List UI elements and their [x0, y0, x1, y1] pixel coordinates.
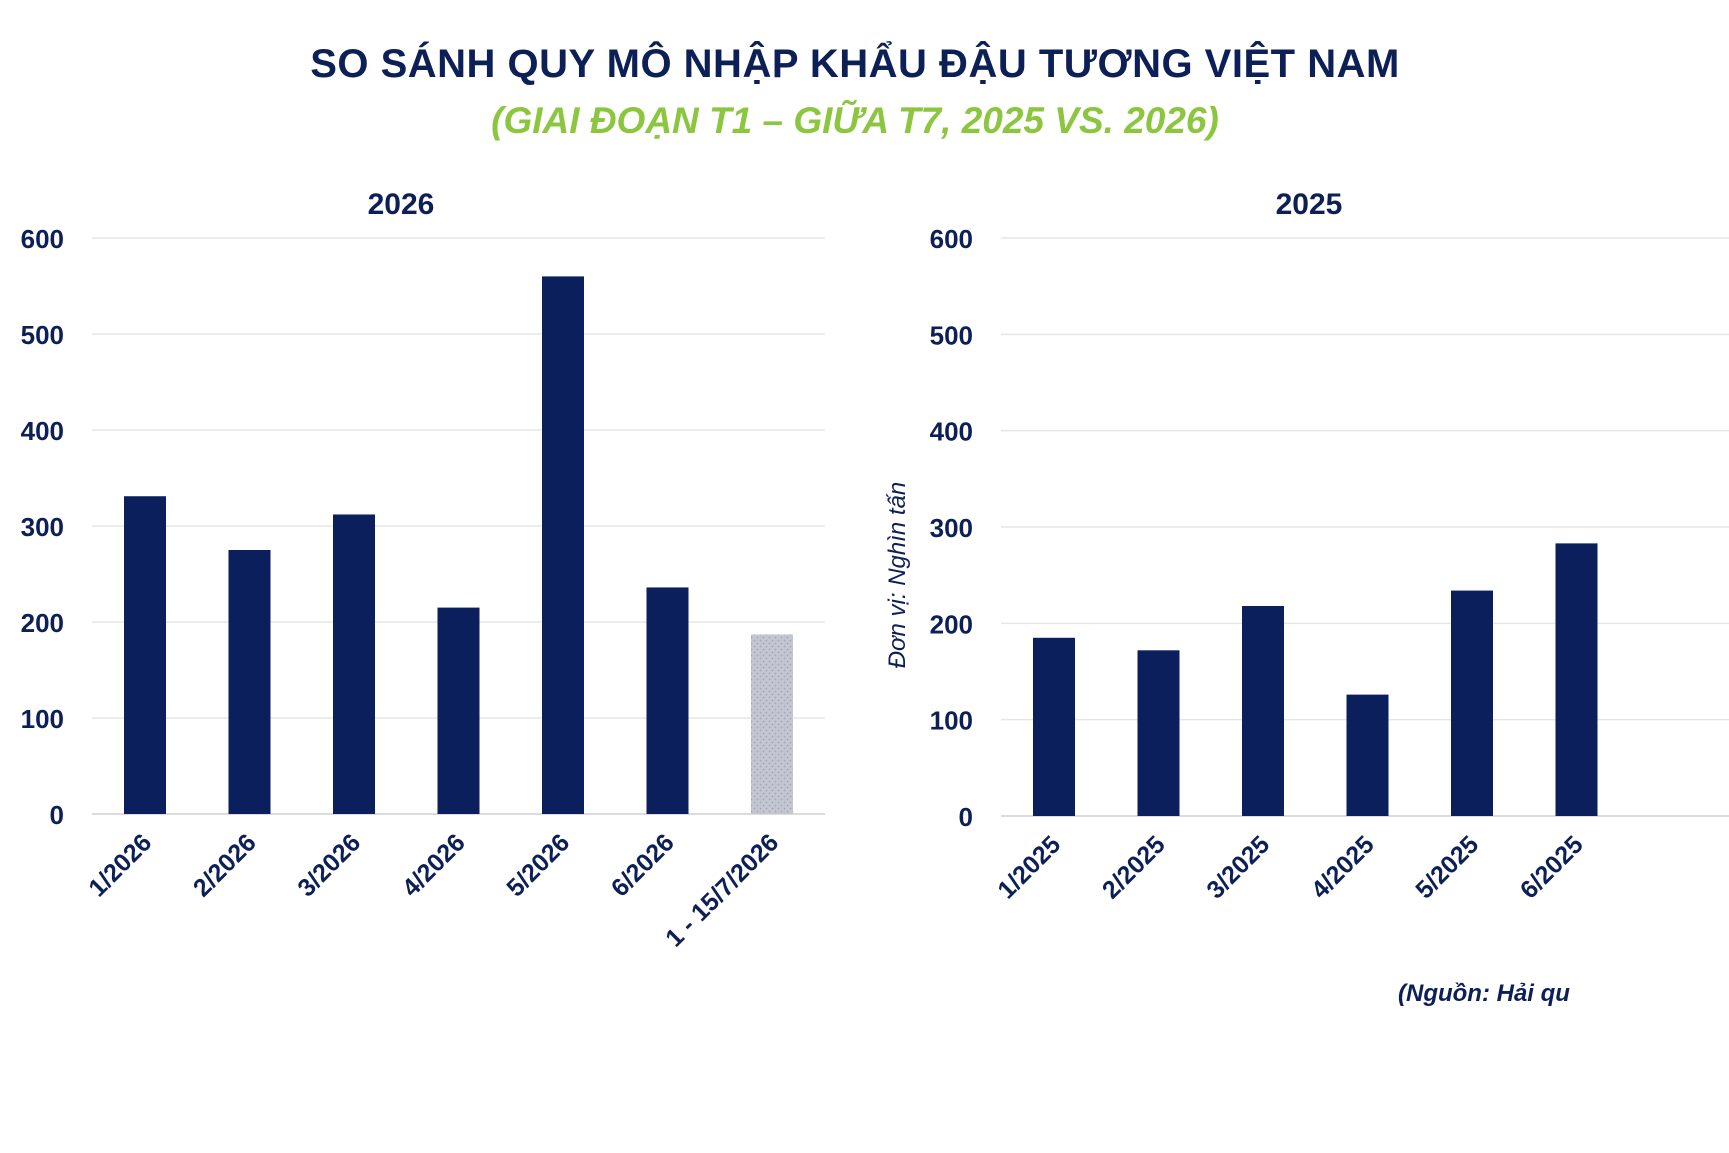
y-tick-label: 100: [21, 704, 64, 734]
x-tick-label: 6/2026: [606, 828, 680, 902]
bar: [751, 634, 793, 814]
chart-title: 2025: [1276, 188, 1343, 221]
y-tick-label: 300: [21, 512, 64, 542]
x-tick-label: 1/2026: [83, 828, 157, 902]
bar: [1033, 637, 1075, 816]
y-tick-label: 500: [21, 320, 64, 350]
x-tick-label: 4/2025: [1306, 830, 1380, 904]
y-axis-label: Đơn vị: Nghìn tấn: [884, 482, 911, 669]
y-tick-label: 200: [930, 609, 973, 639]
y-tick-label: 300: [930, 513, 973, 543]
y-tick-label: 0: [50, 800, 64, 830]
y-tick-label: 600: [21, 224, 64, 254]
x-tick-label: 6/2025: [1515, 830, 1589, 904]
y-tick-label: 400: [21, 416, 64, 446]
bar: [1242, 605, 1284, 816]
y-tick-label: 600: [930, 224, 973, 254]
y-tick-label: 100: [930, 706, 973, 736]
bar: [1346, 694, 1389, 816]
chart-main-title: SO SÁNH QUY MÔ NHẬP KHẨU ĐẬU TƯƠNG VIỆT …: [310, 42, 1400, 86]
x-tick-label: 5/2025: [1410, 830, 1484, 904]
chart-2026: 2026 0 100 200 300 400 500 600 1/2026 2/2026 3/202…: [21, 188, 825, 952]
bar: [437, 607, 480, 814]
y-tick-label: 500: [930, 320, 973, 350]
x-tick-label: 2/2025: [1097, 830, 1171, 904]
y-tick-label: 0: [959, 802, 973, 832]
x-tick-label: 5/2026: [501, 828, 575, 902]
bar: [1451, 590, 1493, 816]
bar: [1137, 650, 1180, 816]
x-tick-label: 4/2026: [397, 828, 471, 902]
bar: [228, 550, 271, 814]
x-tick-label: 1 - 15/7/2026: [660, 828, 784, 952]
x-tick-label: 2/2026: [188, 828, 262, 902]
x-tick-label: 3/2026: [292, 828, 366, 902]
chart-2025: 2025 0 100 200 300 400 500 600 Đơn vị: Nghìn tấn…: [884, 188, 1729, 904]
bar: [333, 514, 375, 814]
y-tick-label: 400: [930, 417, 973, 447]
bar: [1555, 543, 1598, 816]
bar: [124, 496, 166, 814]
x-tick-label: 3/2025: [1201, 830, 1275, 904]
chart-title: 2026: [368, 188, 435, 221]
x-tick-label: 1/2025: [992, 830, 1066, 904]
bar: [542, 276, 584, 814]
y-tick-label: 200: [21, 608, 64, 638]
chart-subtitle: (GIAI ĐOẠN T1 – GIỮA T7, 2025 VS. 2026): [491, 100, 1219, 141]
source-note: (Nguồn: Hải qu: [1398, 980, 1570, 1007]
bar: [646, 587, 689, 814]
